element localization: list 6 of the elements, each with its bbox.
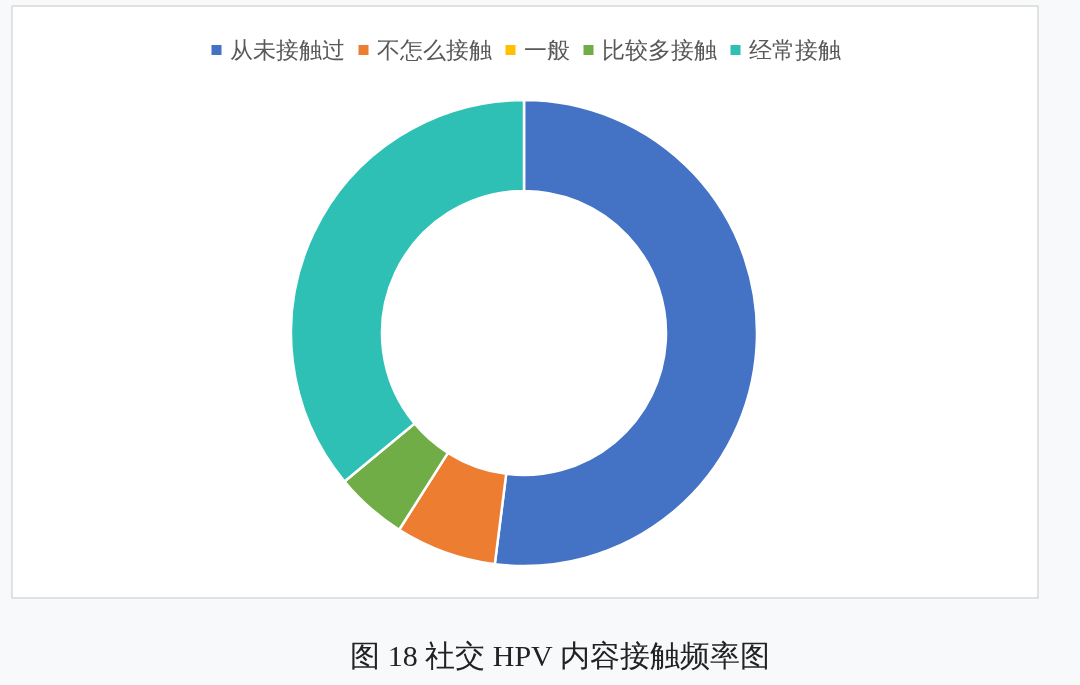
legend-label: 比较多接触 xyxy=(601,37,717,64)
legend-label: 从未接触过 xyxy=(229,37,345,64)
legend-label: 不怎么接触 xyxy=(376,37,492,64)
legend-label: 经常接触 xyxy=(748,37,841,64)
legend-label: 一般 xyxy=(523,37,570,64)
text: 图 18 社交 HPV 内容接触频率图 xyxy=(350,638,770,672)
